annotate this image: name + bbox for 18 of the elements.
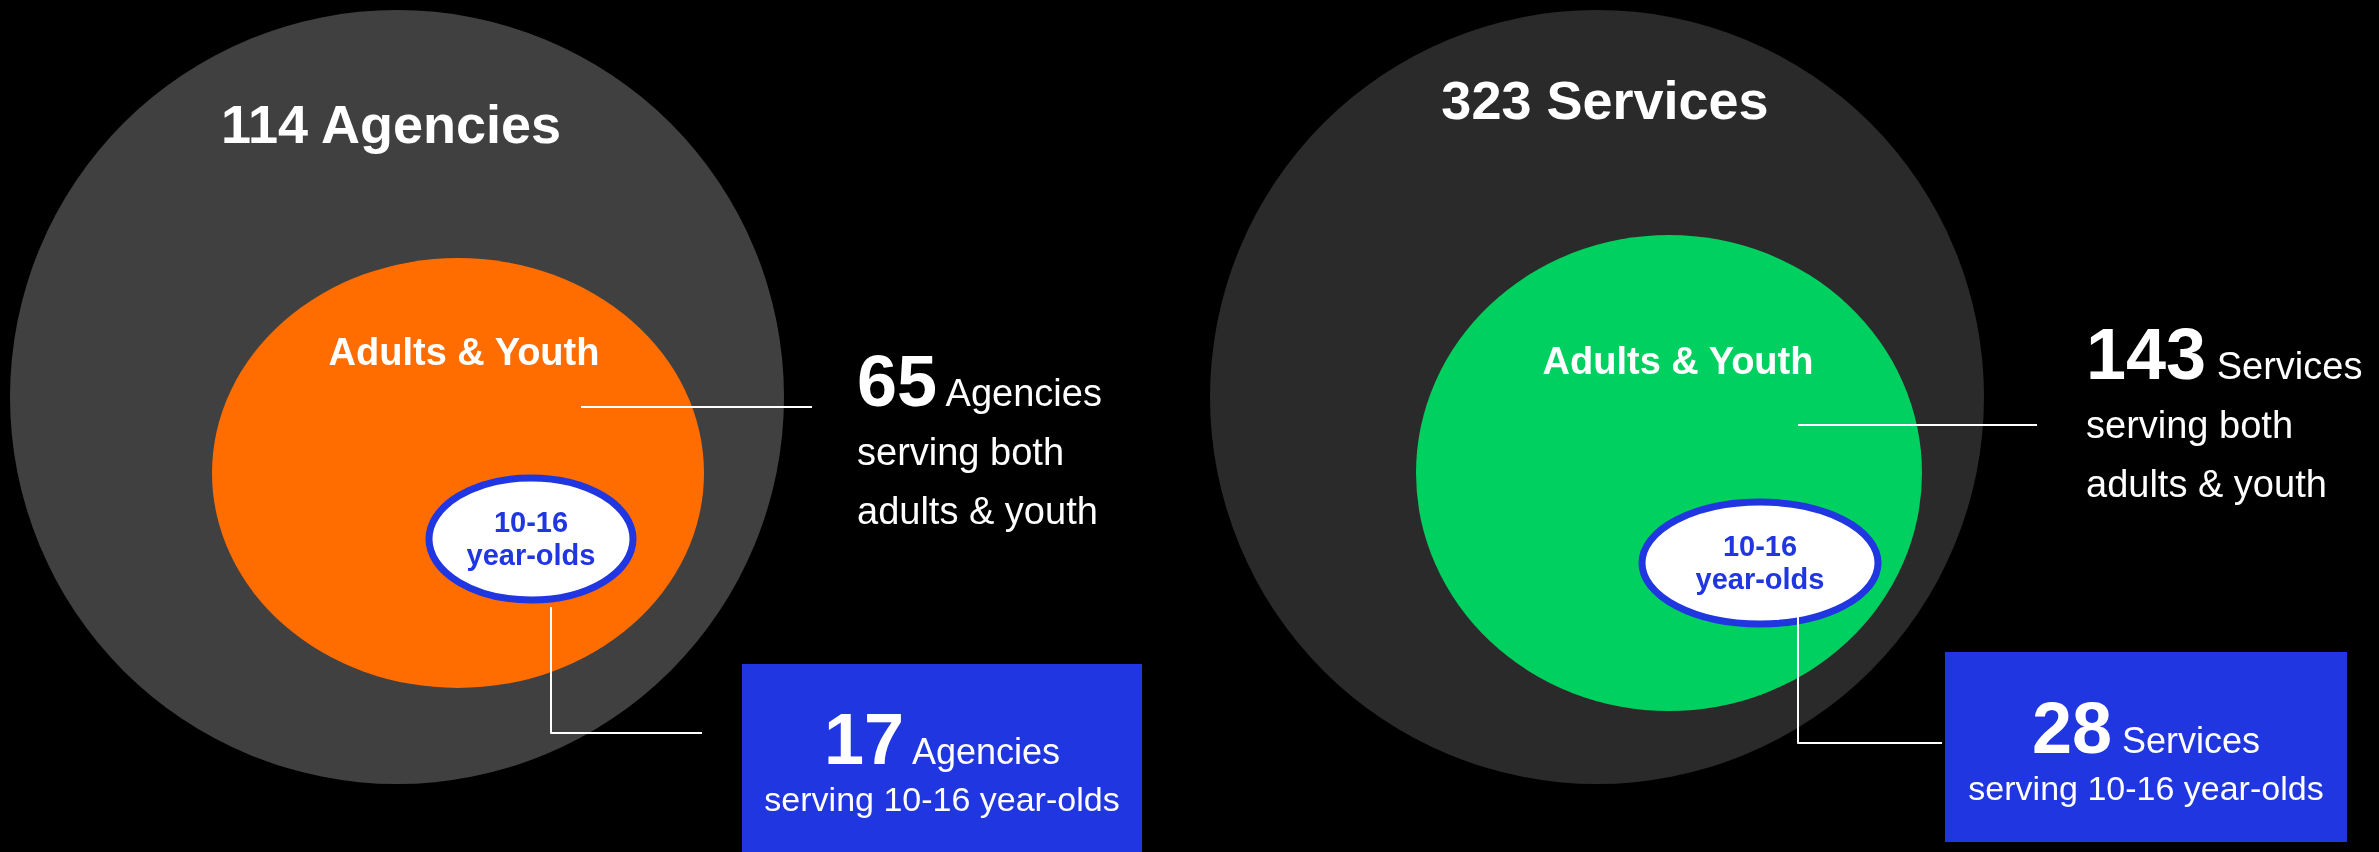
data-label: 28 <box>2031 687 2113 768</box>
text: serving both adults & youth <box>2086 403 2327 505</box>
text: 114 Agencies <box>220 93 562 155</box>
text: serving both adults & youth <box>857 430 1098 532</box>
category-label: Adults & Youth <box>328 330 600 374</box>
category-label: 10-16 year-olds <box>1694 529 1826 597</box>
text: Agencies <box>945 372 1102 414</box>
text: Services <box>2122 719 2261 761</box>
text: serving 10-16 year-olds <box>764 779 1120 819</box>
category-label: 10-16 year-olds <box>465 505 597 573</box>
data-label: 65 <box>857 341 938 421</box>
text: Services <box>2216 345 2363 387</box>
data-label: 17 <box>823 698 904 779</box>
data-label: 143 <box>2086 314 2207 394</box>
category-label: Adults & Youth <box>1542 339 1814 383</box>
text: 323 Services <box>1441 69 1769 131</box>
text: serving 10-16 year-olds <box>1968 768 2324 808</box>
text: Agencies <box>912 730 1061 772</box>
